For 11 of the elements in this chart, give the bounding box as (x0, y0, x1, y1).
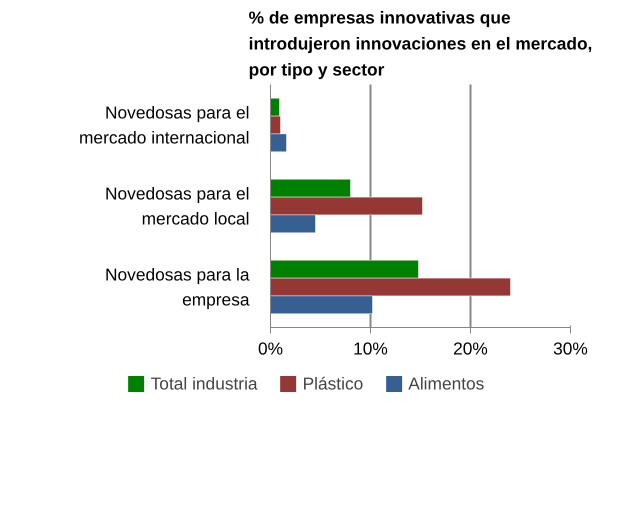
legend-label: Plástico (302, 373, 364, 394)
x-tick-label: 0% (258, 338, 284, 358)
y-tick-label: Novedosas para la empresa (105, 264, 250, 310)
legend-label: Total industria (150, 373, 258, 394)
legend-label: Alimentos (408, 373, 484, 394)
x-tick-label: 20% (453, 338, 488, 358)
y-tick-label: Novedosas para el mercado internacional (79, 102, 250, 148)
chart-title: % de empresas innovativas que introdujeron innovaciones en el mercado, por tipo y sector (248, 8, 592, 80)
x-tick-label: 10% (353, 338, 388, 358)
x-tick-label: 30% (553, 338, 588, 358)
y-tick-label: Novedosas para el mercado local (105, 184, 250, 228)
